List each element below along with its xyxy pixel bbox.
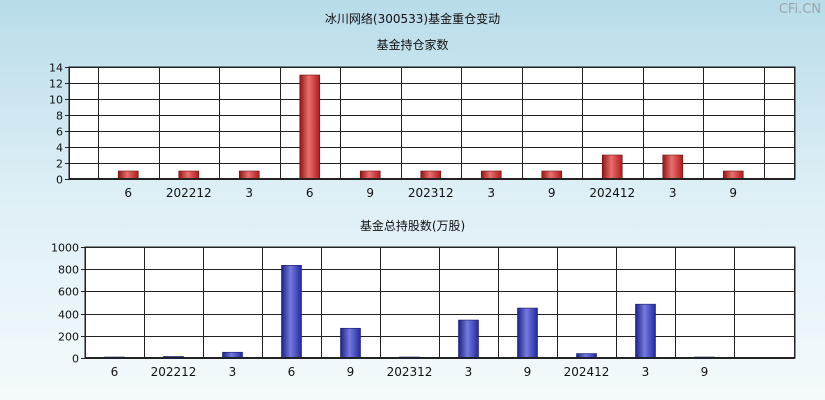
chart1-ytick-label: 2 — [56, 158, 63, 171]
watermark: CFi.CN — [778, 2, 821, 17]
chart2-xtick-label: 9 — [347, 365, 355, 379]
chart1-ytick-label: 0 — [56, 174, 63, 187]
chart2-xtick-label: 3 — [642, 365, 650, 379]
chart2-ytick-label: 1000 — [51, 242, 79, 255]
chart2-xtick-label: 6 — [288, 365, 296, 379]
chart1-xtick-label: 202312 — [408, 186, 454, 200]
chart2-xtick-label: 6 — [111, 365, 119, 379]
chart2-xtick-label: 9 — [701, 365, 709, 379]
chart2-bar — [517, 307, 538, 359]
chart1-xtick-label: 6 — [306, 186, 314, 200]
chart1-frame — [69, 67, 795, 179]
chart1-ytick-label: 14 — [49, 62, 63, 75]
chart2-ytick-label: 200 — [58, 331, 79, 344]
chart1-xtick-label: 9 — [729, 186, 737, 200]
chart2-ytick-label: 400 — [58, 309, 79, 322]
chart2-xtick-label: 202412 — [564, 365, 610, 379]
chart1-ytick-label: 10 — [49, 94, 63, 107]
chart2-ytick-label: 0 — [72, 353, 79, 366]
chart2-xtick-label: 3 — [229, 365, 237, 379]
chart1-xtick-label: 9 — [548, 186, 556, 200]
chart1-ytick-label: 8 — [56, 110, 63, 123]
chart1-xtick-label: 202412 — [589, 186, 635, 200]
chart1-xtick-label: 6 — [124, 186, 132, 200]
chart1-xtick-label: 9 — [366, 186, 374, 200]
chart1-xtick-label: 3 — [669, 186, 677, 200]
chart2-xtick-label: 3 — [465, 365, 473, 379]
chart1-title: 基金持仓家数 — [376, 38, 449, 52]
chart2-xtick-label: 202312 — [387, 365, 433, 379]
chart2-ytick-label: 600 — [58, 286, 79, 299]
chart2-frame — [85, 247, 795, 358]
chart1-xtick-label: 202212 — [166, 186, 212, 200]
chart2-ytick-label: 800 — [58, 264, 79, 277]
chart2-bar — [458, 319, 479, 359]
chart1-xtick-label: 3 — [245, 186, 253, 200]
chart2-title: 基金总持股数(万股) — [359, 219, 466, 233]
chart2-bar — [340, 327, 361, 359]
chart1-ytick-label: 4 — [56, 142, 63, 155]
chart1-ytick-label: 6 — [56, 126, 63, 139]
chart1-ytick-label: 12 — [49, 78, 63, 91]
page-title: 冰川网络(300533)基金重仓变动 — [324, 12, 501, 26]
chart2-bar — [281, 265, 302, 359]
chart2-bar — [635, 303, 656, 359]
chart1-xtick-label: 3 — [487, 186, 495, 200]
chart2-xtick-label: 202212 — [151, 365, 197, 379]
chart2-xtick-label: 9 — [524, 365, 532, 379]
